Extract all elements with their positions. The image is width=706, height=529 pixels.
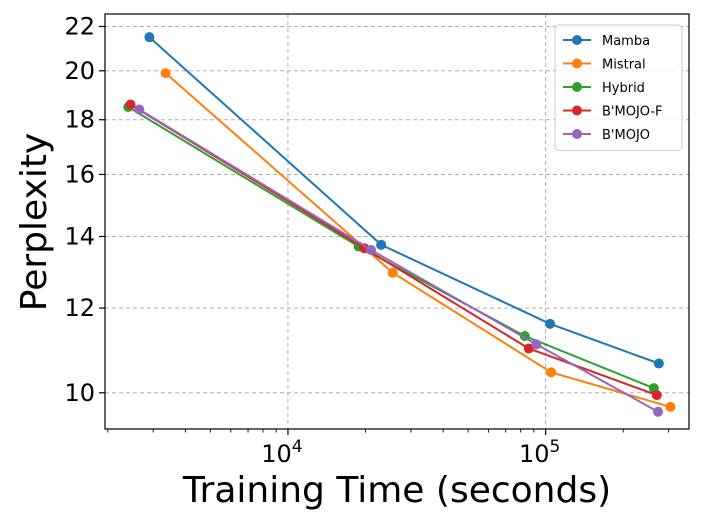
legend-label: Mistral [602,58,646,73]
legend: Mamba Mistral Hybrid B'MOJO-F B'MOJO [554,24,683,151]
series-line [138,108,659,413]
legend-marker [572,129,582,139]
series-b-mojo [134,104,664,417]
legend-item: Hybrid [563,81,645,96]
series-mistral [160,68,676,412]
y-tick-label: 22 [64,13,95,41]
data-point [376,239,387,250]
y-tick-label: 10 [64,379,95,407]
y-axis-title: Perplexity [14,133,55,311]
legend-label: B'MOJO-F [602,105,663,120]
legend-marker [572,82,582,92]
legend-item: B'MOJO [563,128,650,143]
y-tick-label: 14 [64,222,95,250]
x-axis-title: Training Time (seconds) [182,470,611,511]
x-tick-label: 104 [261,437,302,468]
data-point [653,358,664,369]
legend-item: Mistral [563,58,646,73]
y-tick-label: 18 [64,106,95,134]
legend-marker [572,105,582,116]
data-point [531,339,542,350]
legend-item: B'MOJO-F [563,105,663,120]
data-point [651,390,662,401]
ticks-layer: 10 12 14 16 18 20 22 104 105 [64,13,670,468]
series-mamba [144,32,664,369]
legend-label: Hybrid [602,81,645,96]
data-point [144,32,155,43]
series-line [129,103,658,397]
legend-label: B'MOJO [602,128,650,143]
series-line [148,36,660,365]
y-tick-label: 16 [64,160,95,188]
series-line [164,72,671,408]
data-point [365,244,376,255]
data-point [523,343,534,354]
series-layer [123,32,676,417]
data-point [653,406,664,417]
x-tick-label: 105 [519,437,560,468]
data-point [665,401,676,412]
y-tick-label: 20 [64,57,95,85]
data-point [545,318,556,329]
data-point [125,99,136,110]
data-point [160,68,171,79]
legend-frame [554,24,683,151]
legend-label: Mamba [602,34,650,49]
y-tick-label: 12 [64,294,95,322]
data-point [134,104,145,115]
data-point [387,267,398,278]
plot-frame [104,13,690,430]
data-point [546,367,557,378]
legend-item: Mamba [563,34,650,49]
legend-marker [572,35,582,45]
legend-marker [572,58,582,69]
